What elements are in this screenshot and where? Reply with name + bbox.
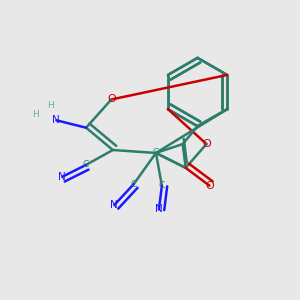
Text: N: N (58, 172, 66, 182)
Text: O: O (107, 94, 116, 104)
Text: H: H (32, 110, 39, 119)
Text: O: O (205, 181, 214, 191)
Text: N: N (110, 200, 118, 210)
Text: C: C (159, 181, 165, 190)
Text: O: O (202, 139, 211, 149)
Text: C: C (153, 148, 159, 158)
Text: C: C (130, 180, 137, 189)
Text: N: N (52, 115, 60, 125)
Text: C: C (83, 160, 89, 169)
Text: N: N (155, 204, 163, 214)
Text: H: H (47, 101, 54, 110)
